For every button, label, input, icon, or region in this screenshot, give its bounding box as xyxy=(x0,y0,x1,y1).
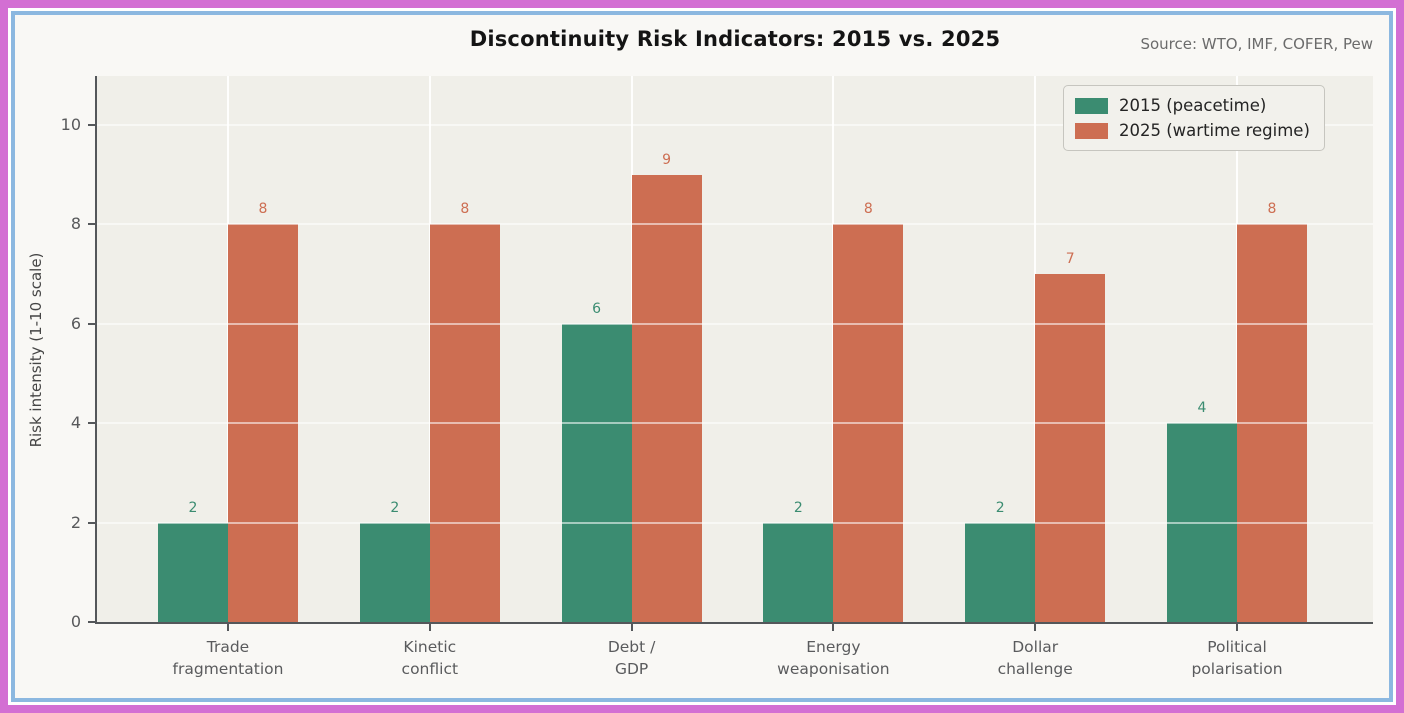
x-tick-label-line: polarisation xyxy=(1191,660,1283,678)
y-tick-label: 4 xyxy=(70,413,81,432)
gridline-horizontal xyxy=(97,124,1373,126)
y-tick-label: 8 xyxy=(70,214,81,233)
bar-value-label: 4 xyxy=(1197,400,1207,416)
y-tick-mark xyxy=(88,522,95,524)
x-tick-label-line: Debt / xyxy=(607,638,656,656)
x-tick-label-line: Kinetic xyxy=(403,638,457,656)
gridline-horizontal xyxy=(97,323,1373,325)
legend-item: 2015 (peacetime) xyxy=(1075,93,1310,118)
bar-value-label: 8 xyxy=(1267,201,1277,217)
bar-value-label: 6 xyxy=(592,301,602,317)
x-tick-label-energy-weaponisation: Energy weaponisation xyxy=(718,636,948,680)
gridline-horizontal xyxy=(97,422,1373,424)
bar-value-label: 2 xyxy=(188,500,198,516)
legend-item: 2025 (wartime regime) xyxy=(1075,118,1310,143)
chart-figure: Discontinuity Risk Indicators: 2015 vs. … xyxy=(15,15,1389,698)
x-tick-label-line: challenge xyxy=(997,660,1073,678)
y-tick-label: 10 xyxy=(60,115,81,134)
x-tick-label-line: GDP xyxy=(614,660,649,678)
y-axis-label: Risk intensity (1-10 scale) xyxy=(27,252,45,448)
legend: 2015 (peacetime) 2025 (wartime regime) xyxy=(1063,85,1325,151)
x-tick-label-trade-fragmentation: Trade fragmentation xyxy=(113,636,343,680)
y-tick-mark xyxy=(88,422,95,424)
x-tick-label-line: fragmentation xyxy=(172,660,284,678)
bar-2025-debt-gdp xyxy=(631,175,702,622)
inner-frame: Discontinuity Risk Indicators: 2015 vs. … xyxy=(11,11,1393,702)
x-tick-label-line: Trade xyxy=(206,638,250,656)
x-tick-mark xyxy=(1236,624,1238,631)
bar-2015-energy-weaponisation xyxy=(763,523,834,622)
plot-area: Trade fragmentation Kinetic conflict Debt / G… xyxy=(61,76,1373,678)
legend-swatch-2015 xyxy=(1075,97,1108,114)
bar-value-label: 2 xyxy=(793,500,803,516)
bar-value-label: 2 xyxy=(995,500,1005,516)
y-tick-mark xyxy=(88,223,95,225)
x-tick-mark xyxy=(428,624,431,631)
x-tick-label-kinetic-conflict: Kinetic conflict xyxy=(315,636,545,680)
x-tick-mark xyxy=(227,624,229,631)
legend-label: 2025 (wartime regime) xyxy=(1119,121,1310,140)
y-tick-label: 0 xyxy=(70,612,81,631)
x-tick-mark xyxy=(832,624,835,631)
x-tick-label-line: conflict xyxy=(401,660,459,678)
x-tick-label-line: Dollar xyxy=(1012,638,1059,656)
legend-swatch-2025 xyxy=(1075,122,1108,139)
y-tick-mark xyxy=(88,323,95,325)
legend-label: 2015 (peacetime) xyxy=(1119,96,1267,115)
source-caption: Source: WTO, IMF, COFER, Pew xyxy=(1140,35,1373,53)
bar-2015-debt-gdp xyxy=(561,324,632,622)
bar-value-label: 2 xyxy=(390,500,400,516)
x-tick-label-line: weaponisation xyxy=(777,660,890,678)
bar-value-label: 8 xyxy=(460,201,470,217)
bar-value-label: 9 xyxy=(662,152,672,168)
y-tick-label: 6 xyxy=(70,314,81,333)
x-tick-label-political-polarisation: Political polarisation xyxy=(1122,636,1352,680)
y-tick-mark xyxy=(88,621,95,623)
gridline-horizontal xyxy=(97,223,1373,225)
bar-2015-trade-fragmentation xyxy=(158,523,228,622)
x-tick-label-line: Energy xyxy=(806,638,861,656)
gridline-horizontal xyxy=(97,522,1373,524)
bar-value-label: 7 xyxy=(1065,251,1075,267)
bar-2015-kinetic-conflict xyxy=(359,523,430,622)
x-tick-mark xyxy=(630,624,633,631)
x-tick-mark xyxy=(1034,624,1037,631)
chart-title: Discontinuity Risk Indicators: 2015 vs. … xyxy=(469,27,1001,51)
y-axis-spine xyxy=(95,76,97,624)
x-axis-spine xyxy=(95,622,1373,624)
y-tick-label: 2 xyxy=(70,513,81,532)
bar-2025-dollar-challenge xyxy=(1035,274,1106,622)
bar-value-label: 8 xyxy=(863,201,873,217)
y-tick-mark xyxy=(88,124,95,126)
x-tick-label-debt-gdp: Debt / GDP xyxy=(517,636,747,680)
bar-value-label: 8 xyxy=(258,201,268,217)
bar-2015-dollar-challenge xyxy=(965,523,1036,622)
x-tick-label-line: Political xyxy=(1207,638,1267,656)
x-tick-label-dollar-challenge: Dollar challenge xyxy=(920,636,1150,680)
